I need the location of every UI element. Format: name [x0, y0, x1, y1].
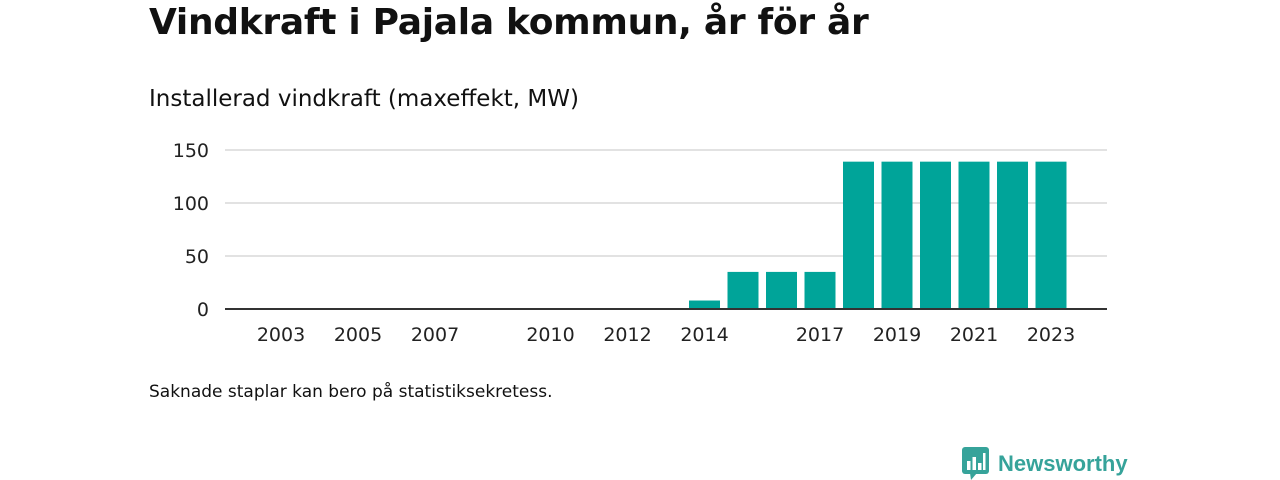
bar-2015 [727, 271, 759, 309]
x-tick-label: 2021 [950, 324, 998, 346]
chart-title: Vindkraft i Pajala kommun, år för år [149, 2, 869, 43]
bars [689, 161, 1067, 309]
axes: 0 50 100 150 2003 2005 2007 2010 2012 2014 2017 201… [173, 140, 1107, 346]
bar-2018 [843, 161, 874, 309]
x-tick-label: 2017 [796, 324, 844, 346]
y-tick-label: 150 [173, 140, 209, 162]
x-tick-label: 2010 [526, 324, 574, 346]
chart-subtitle: Installerad vindkraft (maxeffekt, MW) [149, 86, 579, 112]
bar-2021 [958, 161, 990, 309]
y-tick-label: 0 [197, 299, 209, 321]
bar-2022 [997, 161, 1028, 309]
x-tick-label: 2023 [1027, 324, 1075, 346]
x-tick-label: 2007 [411, 324, 459, 346]
y-tick-label: 100 [173, 193, 209, 215]
bar-2023 [1035, 161, 1067, 309]
bar-2017 [804, 271, 836, 309]
bar-2016 [766, 271, 797, 309]
bar-chart: 0 50 100 150 2003 2005 2007 2010 2012 2014 2017 201… [173, 140, 1107, 346]
x-tick-label: 2005 [334, 324, 382, 346]
brand-name: Newsworthy [998, 450, 1128, 476]
x-tick-label: 2003 [257, 324, 305, 346]
x-tick-label: 2019 [873, 324, 921, 346]
newsworthy-logo[interactable]: Newsworthy [962, 447, 1128, 480]
bar-2019 [881, 161, 913, 309]
footnote: Saknade staplar kan bero på statistiksek… [149, 382, 553, 402]
x-tick-label: 2014 [680, 324, 728, 346]
y-tick-label: 50 [185, 246, 209, 268]
x-tick-label: 2012 [603, 324, 651, 346]
chart-bubble-icon [962, 447, 989, 480]
bar-2014 [689, 300, 720, 309]
bar-2020 [920, 161, 951, 309]
